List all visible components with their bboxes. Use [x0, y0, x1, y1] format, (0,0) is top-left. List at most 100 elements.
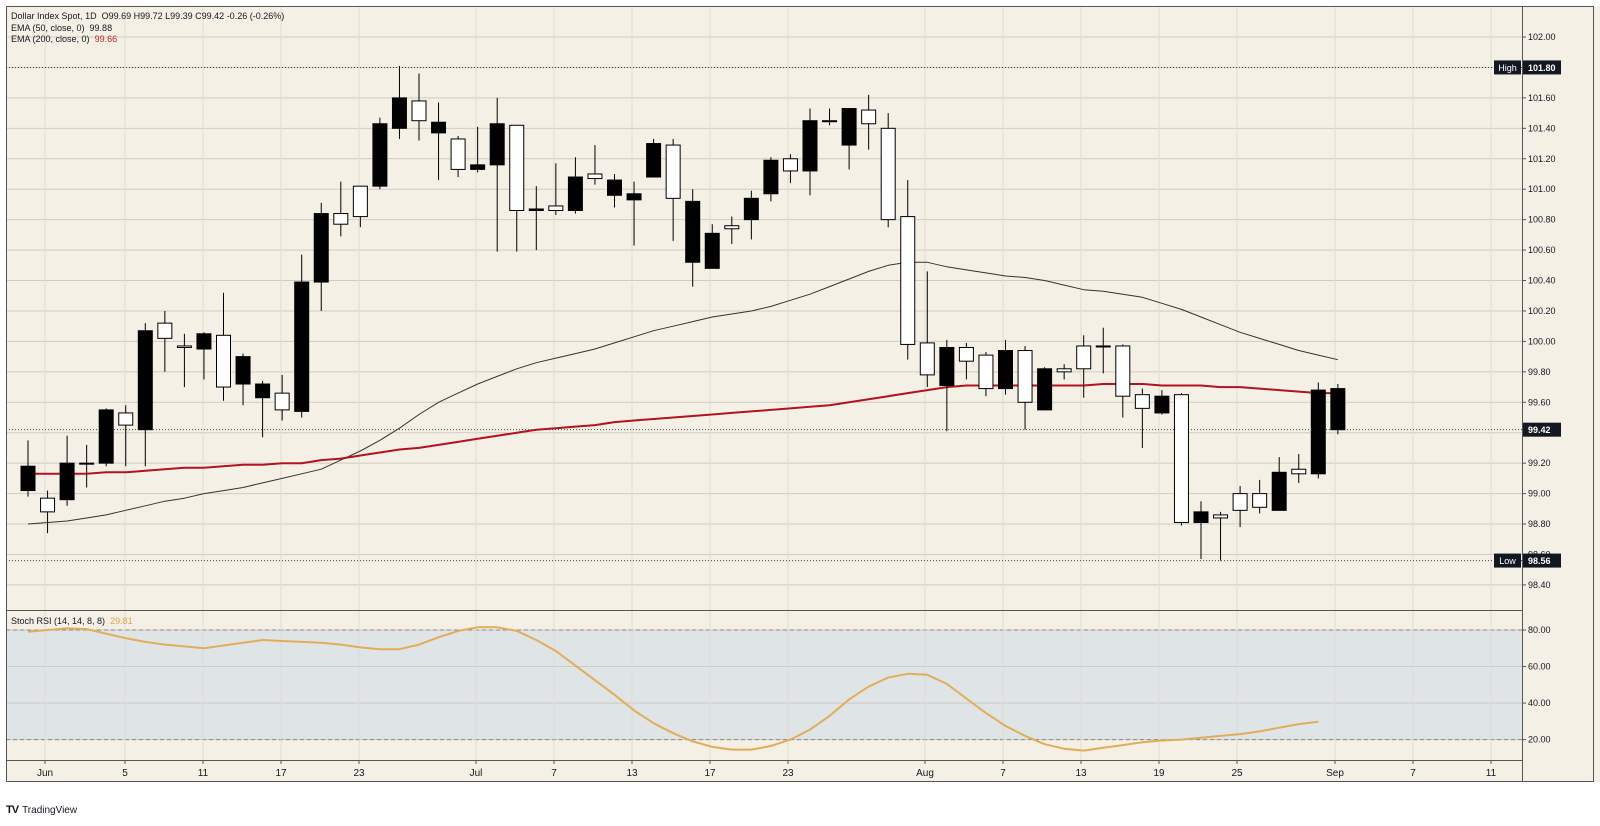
candle: [646, 143, 662, 178]
candle: [841, 108, 857, 146]
time-tick-label: Sep: [1326, 768, 1344, 779]
candle: [216, 334, 231, 388]
stoch-legend: Stoch RSI (14, 14, 8, 8) 29.81: [11, 615, 133, 627]
candle: [40, 497, 56, 513]
candle: [704, 232, 720, 269]
candle: [431, 121, 447, 134]
time-tick-label: 13: [1075, 768, 1087, 779]
interval-label: 1D: [85, 11, 97, 21]
candle: [665, 144, 681, 199]
time-tick-label: Jul: [470, 768, 483, 779]
stoch-tick-label: 60.00: [1528, 662, 1551, 672]
candle: [1271, 471, 1287, 511]
time-tick-label: 7: [1410, 768, 1416, 779]
ema200-legend: EMA (200, close, 0) 99.66: [11, 33, 117, 45]
stoch-tick-label: 20.00: [1528, 735, 1551, 745]
candle: [1252, 493, 1268, 508]
ema50-label: EMA (50, close, 0): [11, 23, 85, 33]
candle: [1017, 350, 1033, 403]
candle: [1056, 368, 1072, 373]
candle: [98, 409, 114, 464]
price-tick-label: 99.20: [1528, 458, 1551, 468]
candle: [489, 123, 505, 166]
price-tag: [1523, 60, 1561, 75]
candle: [235, 356, 251, 385]
stoch-rsi-line: [27, 626, 1319, 752]
candle: [391, 97, 407, 129]
price-tick-label: 99.60: [1528, 397, 1551, 407]
candle: [567, 176, 583, 212]
candle: [880, 127, 896, 221]
candle: [548, 205, 564, 212]
price-tick-label: 100.80: [1528, 215, 1556, 225]
candle: [274, 392, 290, 411]
tradingview-brand[interactable]: TV TradingView: [6, 804, 77, 816]
candle: [1232, 493, 1248, 511]
candle: [861, 109, 877, 125]
price-tick-label: 98.40: [1528, 580, 1551, 590]
price-tick-label: 101.60: [1528, 93, 1556, 103]
candle: [939, 346, 955, 387]
time-tick-label: 11: [1486, 768, 1497, 779]
candle: [1310, 389, 1326, 475]
symbol-name: Dollar Index Spot: [11, 11, 81, 21]
candle: [372, 123, 388, 187]
ema50-legend: EMA (50, close, 0) 99.88: [11, 22, 112, 34]
price-tick-label: 99.80: [1528, 367, 1551, 377]
time-tick-label: 13: [626, 768, 638, 779]
candle: [79, 462, 95, 465]
ohlc-readout: O99.69 H99.72 L99.39 C99.42 -0.26 (-0.26…: [101, 11, 285, 21]
candle: [59, 462, 75, 501]
price-legend: Dollar Index Spot, 1D O99.69 H99.72 L99.…: [11, 11, 285, 21]
candle: [1291, 468, 1307, 475]
price-tick-label: 100.60: [1528, 245, 1556, 255]
candle: [352, 185, 368, 218]
candle: [118, 412, 134, 426]
candle: [1173, 394, 1189, 524]
ema200-label: EMA (200, close, 0): [11, 34, 90, 44]
ema200-value: 99.66: [94, 34, 118, 44]
stoch-tick-label: 40.00: [1528, 698, 1551, 708]
candle: [998, 350, 1013, 390]
time-tick-label: 11: [198, 768, 209, 779]
candle: [176, 345, 192, 348]
candle: [958, 346, 974, 362]
price-tick-label: 101.40: [1528, 123, 1556, 133]
candle: [509, 124, 525, 212]
ema50-line: [27, 261, 1338, 525]
candle: [685, 200, 701, 263]
brand-name: TradingView: [22, 804, 78, 816]
candle: [1193, 511, 1209, 524]
candle: [196, 333, 212, 350]
candle: [294, 281, 310, 412]
price-tick-label: 102.00: [1528, 32, 1556, 42]
tradingview-logo-icon: TV: [6, 804, 19, 816]
price-tag-caption-box: [1494, 60, 1521, 75]
candle: [1213, 514, 1229, 519]
candle: [333, 213, 349, 225]
candle: [607, 179, 622, 196]
candle: [255, 383, 271, 399]
candle: [157, 322, 173, 339]
price-tag-value: 99.42: [1528, 425, 1551, 435]
footer-background: [0, 782, 1600, 821]
stoch-overbought-oversold-band: [6, 630, 1522, 740]
candle: [900, 216, 916, 345]
candle: [1115, 345, 1131, 397]
price-tag-caption: High: [1498, 63, 1517, 73]
candle: [450, 138, 466, 170]
candle: [1037, 368, 1053, 411]
candle: [919, 342, 935, 376]
time-tick-label: Jun: [37, 768, 53, 779]
candle: [470, 164, 486, 170]
price-tag: [1523, 422, 1561, 437]
time-tick-label: 17: [275, 768, 287, 779]
candle: [137, 330, 153, 431]
candle: [626, 193, 642, 201]
price-tag-caption: Low: [1499, 556, 1516, 566]
candle: [763, 159, 779, 195]
price-tag: [1523, 553, 1561, 568]
price-tick-label: 101.00: [1528, 184, 1556, 194]
price-tick-label: 100.40: [1528, 276, 1556, 286]
